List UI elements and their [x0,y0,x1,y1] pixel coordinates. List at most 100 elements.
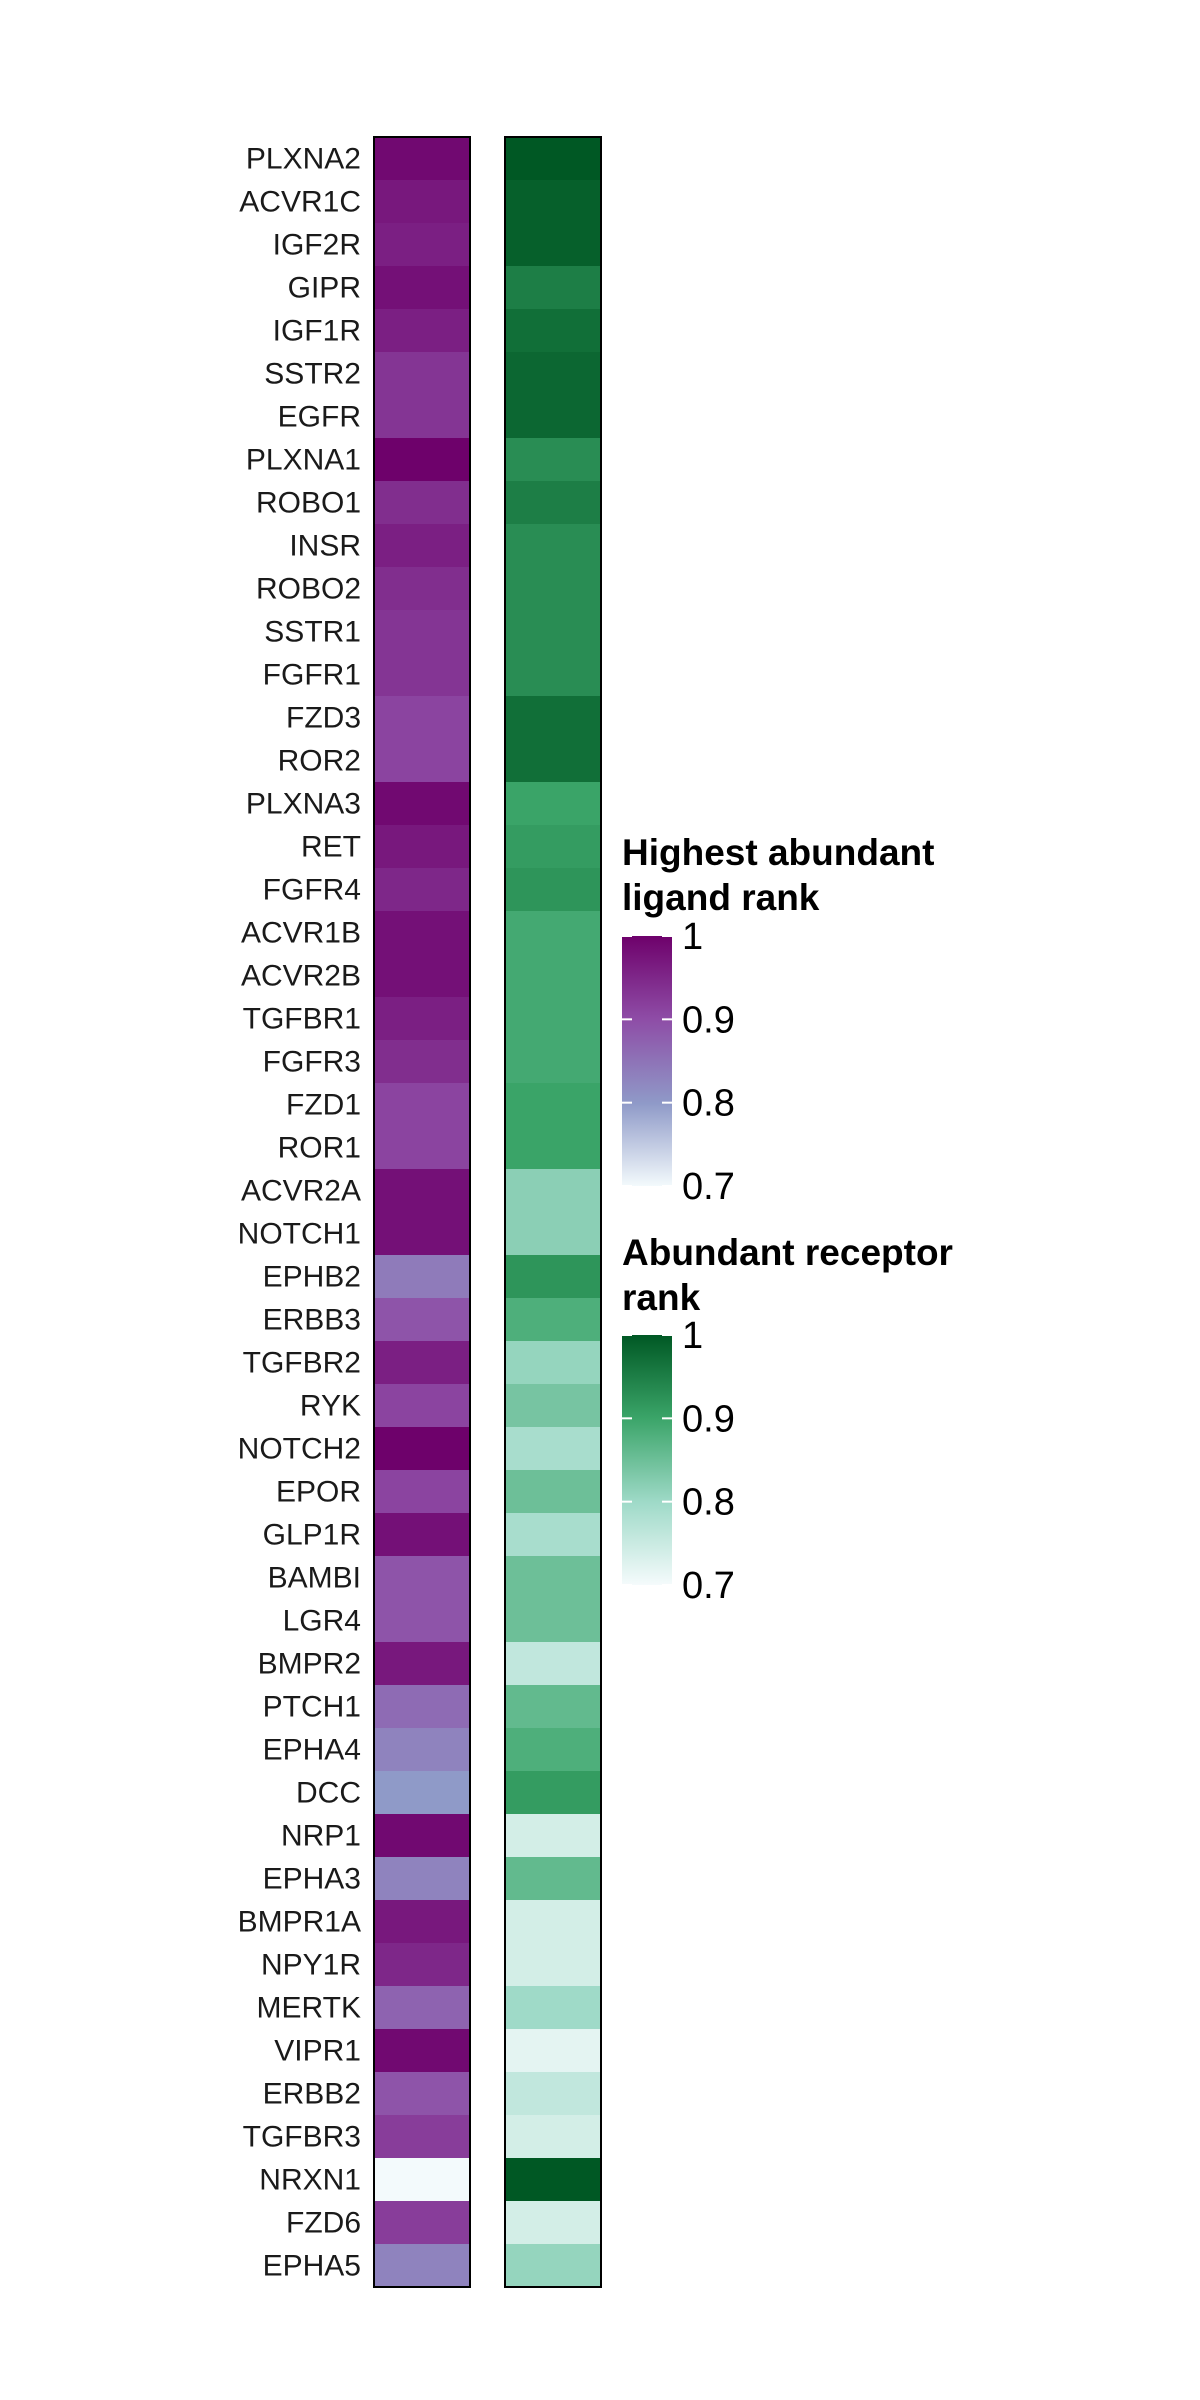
heatmap-cell [505,2244,601,2288]
heatmap-cell [374,1126,470,1170]
heatmap-cell [505,1599,601,1643]
heatmap-cell [505,1642,601,1686]
legend-title: rank [622,1277,701,1318]
heatmap-cell [374,1255,470,1299]
heatmap-cell [374,266,470,310]
heatmap-cell [374,567,470,611]
heatmap-cell [505,1040,601,1084]
row-label: ACVR1B [241,917,361,950]
colorbar-tick-label: 1 [682,1315,703,1357]
heatmap-cell [505,911,601,955]
heatmap-cell [505,825,601,869]
heatmap-cell [374,1857,470,1901]
row-label: GLP1R [263,1519,361,1552]
heatmap-cell [374,1685,470,1729]
row-label: FGFR3 [263,1046,361,1079]
heatmap-cell [374,954,470,998]
heatmap-cell [374,1384,470,1428]
heatmap-cell [374,2158,470,2202]
row-label: ROR2 [278,745,361,778]
heatmap-cell [374,1298,470,1342]
heatmap-cell [505,1169,601,1213]
heatmap-cell [505,223,601,267]
heatmap-cell [374,223,470,267]
heatmap-cell [505,266,601,310]
heatmap-cell [505,1513,601,1557]
heatmap-cell [505,1427,601,1471]
row-label: TGFBR3 [243,2121,361,2154]
heatmap-cell [505,954,601,998]
heatmap-cell [505,997,601,1041]
heatmap-cell [374,438,470,482]
heatmap-cell [505,481,601,525]
heatmap-cell [374,2201,470,2245]
heatmap-cell [505,1728,601,1772]
heatmap-cell [374,2072,470,2116]
row-label: ACVR2B [241,960,361,993]
row-label: SSTR2 [264,358,361,391]
heatmap-cell [374,868,470,912]
heatmap-cell [505,2201,601,2245]
row-label: ACVR2A [241,1175,361,1208]
heatmap-cell [505,1857,601,1901]
heatmap-cell [505,610,601,654]
heatmap-cell [374,524,470,568]
heatmap-cell [505,1212,601,1256]
legend-title: Highest abundant [622,832,934,873]
row-labels: PLXNA2 ACVR1C IGF2R GIPR IGF1R SSTR2 EGFR PLXNA… [238,143,361,2283]
row-label: ROR1 [278,1132,361,1165]
row-label: IGF1R [273,315,361,348]
row-label: NOTCH1 [238,1218,361,1251]
heatmap-cell [505,567,601,611]
heatmap-cell [374,1040,470,1084]
heatmap-cell [505,2072,601,2116]
colorbar-tick-label: 0.9 [682,999,735,1041]
heatmap-cell [374,1943,470,1987]
heatmap-cell [374,1427,470,1471]
row-label: EPHB2 [263,1261,361,1294]
row-label: SSTR1 [264,616,361,649]
colorbar [622,1335,672,1585]
heatmap-cell [374,1642,470,1686]
heatmap-cell [505,1126,601,1170]
heatmap-cell [374,782,470,826]
heatmap-cell [374,1083,470,1127]
heatmap-cell [505,2158,601,2202]
heatmap-cell [505,438,601,482]
column-border [373,136,471,2288]
legend-title: Abundant receptor [622,1232,953,1273]
row-label: PTCH1 [263,1691,361,1724]
row-label: DCC [296,1777,361,1810]
heatmap-cell [374,180,470,224]
heatmap-cell [505,2029,601,2073]
row-label: PLXNA1 [246,444,361,477]
heatmap-cell [505,1341,601,1385]
heatmap-cell [374,1771,470,1815]
heatmap-cell [374,653,470,697]
heatmap-cell [505,653,601,697]
heatmap-cell [505,352,601,396]
row-label: NRXN1 [259,2164,361,2197]
column-border [504,136,602,2288]
receptor-rank-column [504,136,602,2288]
row-label: FZD1 [286,1089,361,1122]
row-label: ACVR1C [239,186,361,219]
heatmap-cell [374,1728,470,1772]
colorbar-tick-label: 0.7 [682,1166,735,1208]
heatmap-cell [505,1943,601,1987]
colorbar-tick-label: 1 [682,916,703,958]
row-label: BAMBI [268,1562,361,1595]
row-label: FGFR4 [263,874,361,907]
heatmap-cell [505,1083,601,1127]
heatmap-cell [505,524,601,568]
row-label: ROBO1 [256,487,361,520]
row-label: BMPR2 [258,1648,361,1681]
heatmap-cell [374,610,470,654]
row-label: TGFBR2 [243,1347,361,1380]
heatmap-cell [505,180,601,224]
colorbar-tick-label: 0.8 [682,1083,735,1125]
heatmap-cell [374,1513,470,1557]
heatmap-cell [505,1814,601,1858]
